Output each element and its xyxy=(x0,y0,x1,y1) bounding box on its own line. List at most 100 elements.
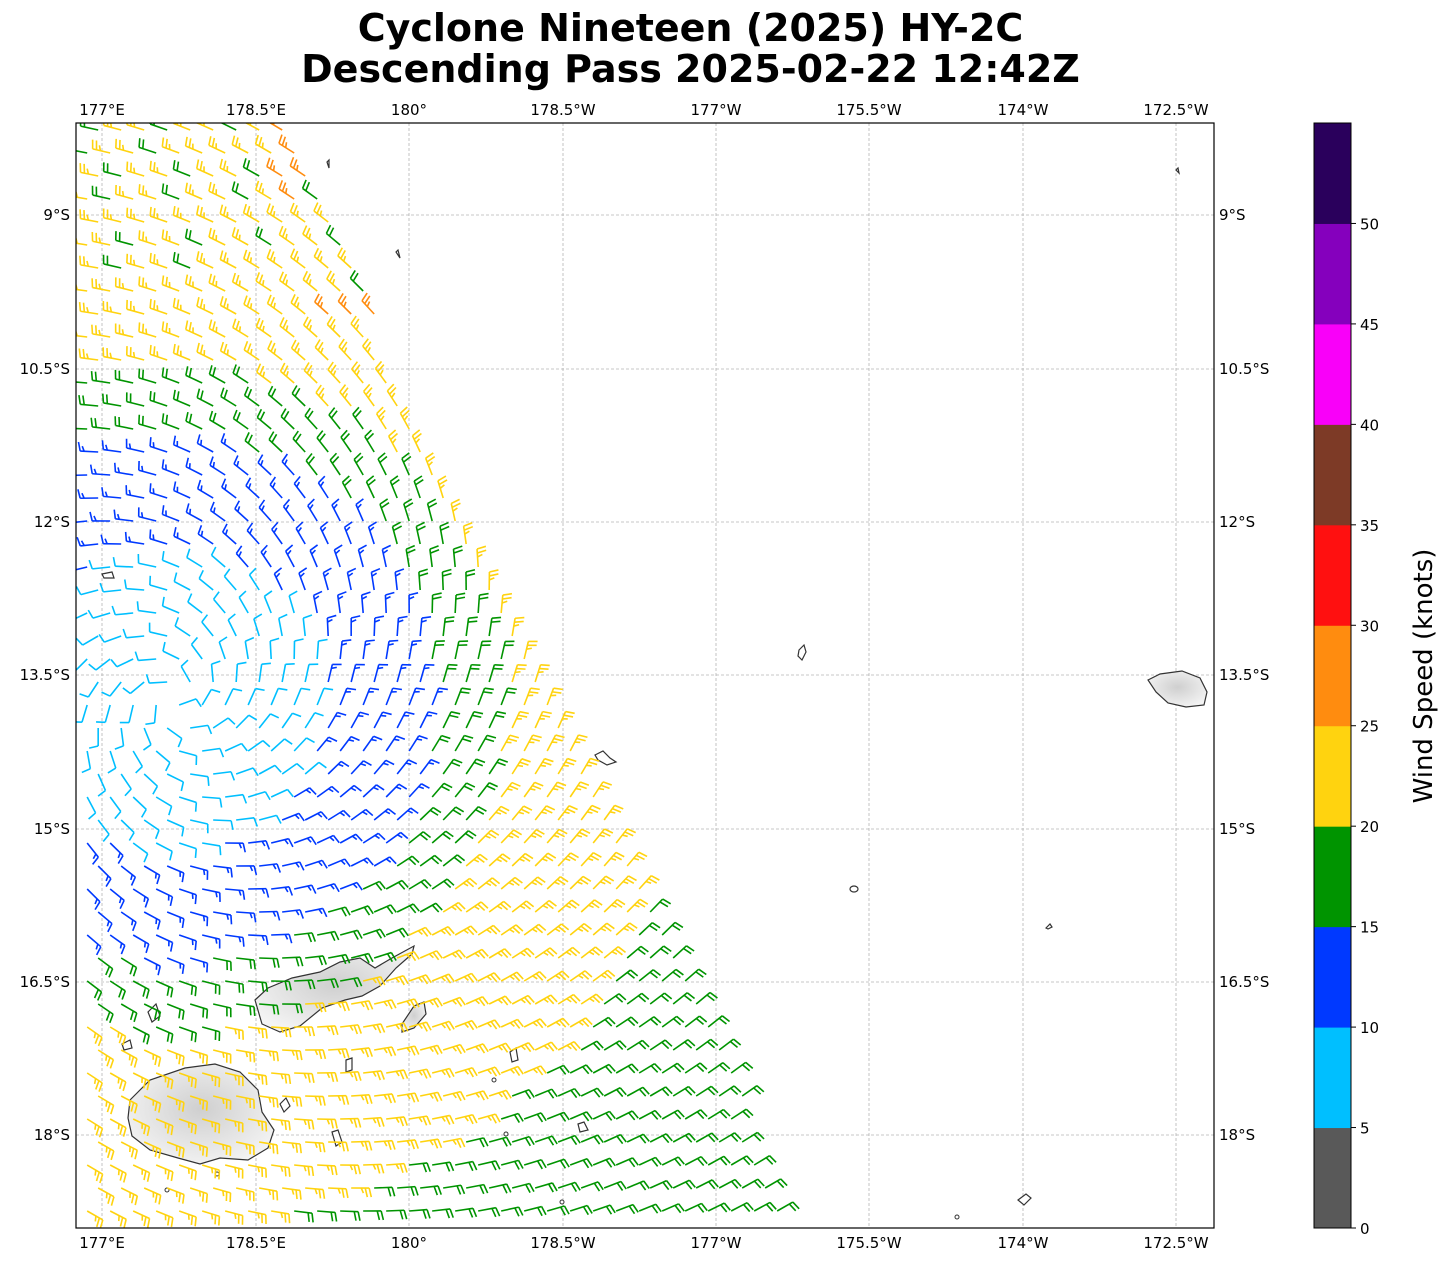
wind-barb xyxy=(603,946,626,959)
wind-barb xyxy=(385,687,403,706)
wind-barb xyxy=(196,479,214,499)
wind-barb xyxy=(76,150,88,154)
islet xyxy=(1175,166,1180,175)
lon-tick-label: 177°W xyxy=(691,1234,742,1252)
wind-barb xyxy=(454,1113,478,1125)
wind-barb xyxy=(776,1201,800,1212)
wind-barb xyxy=(420,1091,443,1102)
wind-barb xyxy=(626,1133,650,1144)
wind-barb xyxy=(477,640,492,660)
wind-barb xyxy=(305,907,328,918)
wind-barb xyxy=(97,865,112,888)
wind-barb xyxy=(386,1069,409,1080)
wind-barb xyxy=(603,1040,627,1051)
wind-barb xyxy=(290,294,306,315)
wind-barb xyxy=(173,527,191,545)
wind-barb xyxy=(149,123,168,131)
wind-barb xyxy=(132,1072,151,1091)
wind-barb xyxy=(592,1204,616,1215)
wind-barb xyxy=(132,934,150,954)
wind-barb xyxy=(328,1001,350,1012)
wind-barb xyxy=(730,1108,754,1120)
wind-barb xyxy=(684,1202,708,1213)
wind-barb xyxy=(465,710,484,729)
wind-barb xyxy=(339,735,360,752)
wind-barb xyxy=(259,1049,279,1062)
wind-barb xyxy=(661,1062,685,1074)
wind-barb xyxy=(638,922,661,936)
wind-barb xyxy=(292,430,306,453)
wind-barb xyxy=(373,808,397,821)
wind-barb xyxy=(339,639,352,660)
wind-barb xyxy=(132,750,144,774)
wind-barb xyxy=(511,994,535,1005)
colorbar-segment xyxy=(1314,926,1351,1028)
wind-barb xyxy=(236,911,257,923)
wind-barb xyxy=(76,566,88,571)
wind-barb xyxy=(432,1161,455,1172)
wind-barb xyxy=(120,1049,138,1068)
islet xyxy=(395,248,401,259)
wind-barb xyxy=(113,462,134,476)
wind-barb xyxy=(350,952,374,964)
wind-barb xyxy=(333,544,343,568)
wind-barb xyxy=(201,980,221,995)
wind-barb xyxy=(102,347,122,361)
wind-barb xyxy=(327,858,351,868)
wind-barb xyxy=(322,567,332,591)
wind-barb xyxy=(626,1086,650,1097)
island-viti-levu xyxy=(127,1063,275,1165)
wind-barb xyxy=(273,567,283,591)
wind-barb xyxy=(362,735,383,752)
wind-barb xyxy=(386,1209,408,1220)
wind-barb xyxy=(375,406,387,430)
wind-barb xyxy=(431,782,453,798)
wind-barb xyxy=(86,934,102,956)
wind-barb xyxy=(220,433,237,453)
wind-barb xyxy=(126,161,145,177)
wind-barb xyxy=(123,579,145,591)
wind-barb xyxy=(248,1072,268,1086)
wind-barb xyxy=(190,724,213,735)
wind-barb xyxy=(259,1141,279,1155)
wind-barb xyxy=(305,1002,327,1013)
wind-barb xyxy=(312,590,323,614)
wind-barb xyxy=(259,863,282,873)
wind-barb xyxy=(339,833,363,844)
wind-barb xyxy=(248,839,271,850)
wind-barb xyxy=(302,614,313,637)
wind-barb xyxy=(138,322,157,338)
wind-barb xyxy=(143,865,161,885)
wind-barb xyxy=(266,157,283,177)
wind-barb xyxy=(189,1141,209,1157)
wind-barb xyxy=(155,888,174,907)
wind-barb xyxy=(212,1003,232,1018)
wind-barb xyxy=(488,1183,512,1194)
wind-barb xyxy=(363,1023,386,1034)
wind-barb xyxy=(231,272,249,292)
wind-barb xyxy=(500,971,524,982)
wind-barb xyxy=(397,1185,419,1196)
wind-barb xyxy=(132,980,150,999)
wind-barb xyxy=(309,544,319,568)
wind-barb xyxy=(534,664,550,683)
wind-barb xyxy=(173,572,191,591)
wind-barb xyxy=(76,704,88,724)
wind-barb xyxy=(385,783,408,798)
wind-barb xyxy=(86,842,99,865)
islet xyxy=(331,1129,343,1147)
wind-barb xyxy=(219,204,237,223)
wind-barb xyxy=(385,735,406,752)
wind-barb xyxy=(316,736,338,752)
wind-barb xyxy=(523,923,547,936)
wind-barb xyxy=(278,613,288,637)
wind-barb xyxy=(672,1132,696,1143)
islet xyxy=(849,885,859,893)
wind-barb xyxy=(465,1043,489,1054)
wind-barb xyxy=(248,1210,267,1224)
colorbar-tick-label: 0 xyxy=(1360,1220,1370,1238)
wind-barb xyxy=(523,734,542,752)
wind-barb xyxy=(379,498,390,522)
islet xyxy=(279,1096,291,1114)
wind-barb xyxy=(500,781,521,798)
